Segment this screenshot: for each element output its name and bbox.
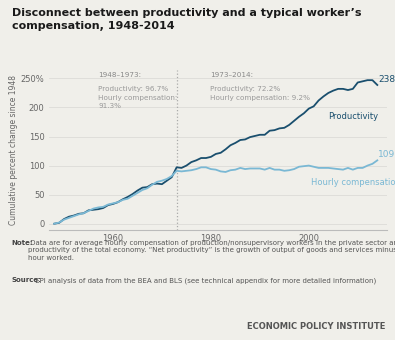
Text: 1948–1973:: 1948–1973: bbox=[98, 72, 141, 78]
Text: Disconnect between productivity and a typical worker’s
compensation, 1948-2014: Disconnect between productivity and a ty… bbox=[12, 8, 361, 31]
Text: Hourly compensation: Hourly compensation bbox=[311, 178, 395, 187]
Text: ECONOMIC POLICY INSTITUTE: ECONOMIC POLICY INSTITUTE bbox=[247, 322, 385, 331]
Y-axis label: Cumulative percent change since 1948: Cumulative percent change since 1948 bbox=[9, 74, 18, 225]
Text: Productivity: 96.7%
Hourly compensation:
91.3%: Productivity: 96.7% Hourly compensation:… bbox=[98, 86, 178, 109]
Text: Productivity: Productivity bbox=[328, 112, 378, 121]
Text: Source:: Source: bbox=[12, 277, 42, 283]
Text: 238.7%: 238.7% bbox=[378, 75, 395, 84]
Text: 1973–2014:: 1973–2014: bbox=[210, 72, 253, 78]
Text: Productivity: 72.2%
Hourly compensation: 9.2%: Productivity: 72.2% Hourly compensation:… bbox=[210, 86, 310, 101]
Text: Note:: Note: bbox=[12, 240, 34, 246]
Text: Data are for average hourly compensation of production/nonsupervisory workers in: Data are for average hourly compensation… bbox=[28, 240, 395, 261]
Text: 109.0%: 109.0% bbox=[378, 150, 395, 159]
Text: EPI analysis of data from the BEA and BLS (see technical appendix for more detai: EPI analysis of data from the BEA and BL… bbox=[33, 277, 376, 284]
